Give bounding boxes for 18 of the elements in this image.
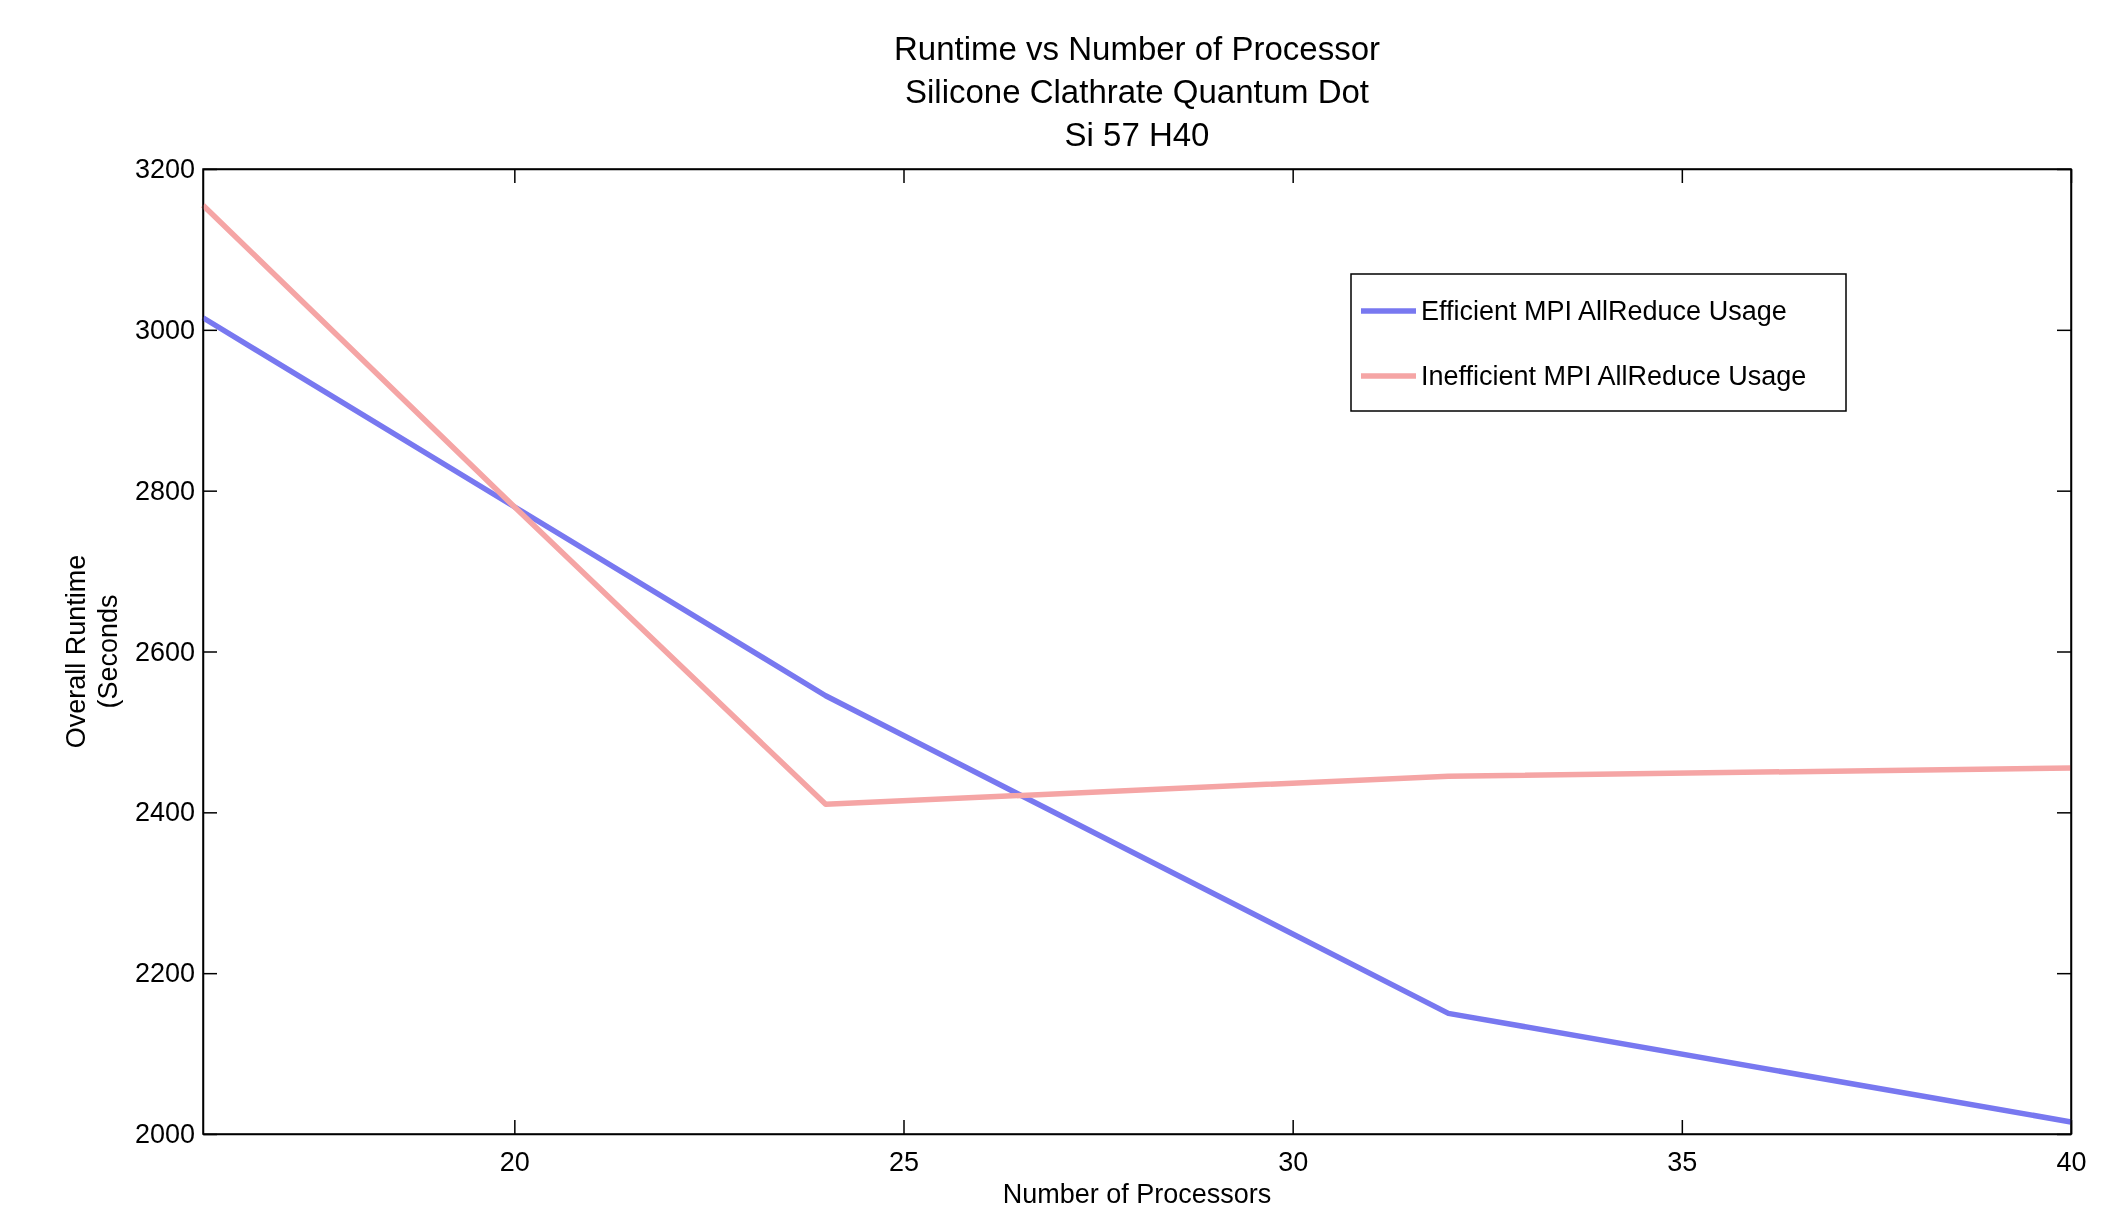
y-tick-label: 2800	[134, 475, 195, 506]
legend-label: Inefficient MPI AllReduce Usage	[1421, 361, 1807, 391]
x-tick-label: 25	[888, 1147, 920, 1178]
y-tick-label: 3200	[134, 154, 195, 185]
chart-subtitle: Silicone Clathrate Quantum Dot Si 57 H40	[904, 73, 1370, 153]
x-tick-label: 30	[1278, 1147, 1309, 1178]
x-tick-label: 40	[2056, 1147, 2087, 1178]
y-tick-label: 2600	[134, 636, 195, 667]
y-axis-title: Overall Runtime (Seconds	[61, 554, 123, 749]
y-tick-label: 3000	[134, 314, 195, 345]
legend-label: Efficient MPI AllReduce Usage	[1421, 296, 1787, 326]
x-tick-label: 20	[499, 1147, 530, 1178]
x-tick-label: 35	[1667, 1147, 1698, 1178]
chart-title: Runtime vs Number of Processor	[894, 30, 1380, 67]
y-tick-label: 2200	[134, 958, 195, 989]
y-tick-label: 2400	[134, 797, 195, 828]
y-tick-label: 2000	[134, 1119, 195, 1150]
x-axis-title: Number of Processors	[1002, 1179, 1272, 1209]
